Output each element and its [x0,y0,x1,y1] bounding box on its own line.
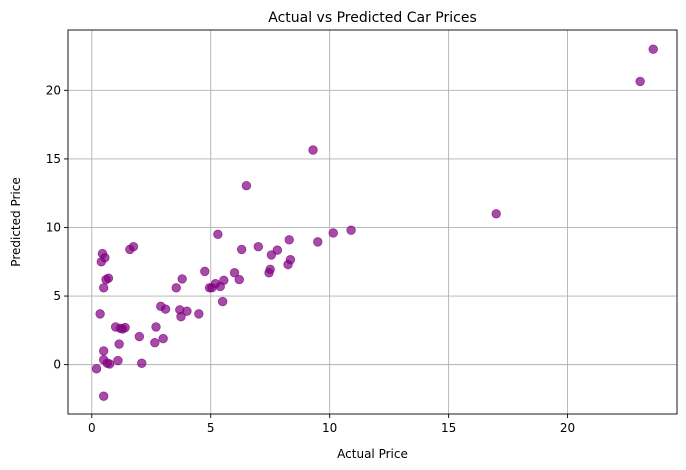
data-points [91,44,658,401]
scatter-point [200,266,210,277]
scatter-point [219,275,229,285]
scatter-point [98,346,109,356]
scatter-point [128,241,139,252]
y-tick-label: 10 [46,220,61,234]
scatter-point [648,44,658,54]
scatter-point [213,229,223,240]
y-tick-label: 15 [46,152,61,166]
scatter-point [236,244,247,255]
scatter-point [114,339,124,349]
plot-frame [67,29,678,415]
scatter-point [100,252,110,263]
scatter-point [177,274,187,284]
chart-title: Actual vs Predicted Car Prices [268,10,477,26]
x-axis-label: Actual Price [337,447,408,461]
scatter-point [113,355,123,366]
y-axis-label: Predicted Price [9,177,23,266]
scatter-point [95,309,105,319]
scatter-point [313,237,323,247]
scatter-point [241,180,252,191]
y-tick-label: 5 [53,289,61,303]
scatter-point [176,311,186,322]
scatter-point [120,322,130,333]
scatter-point [103,273,114,283]
scatter-point [265,264,275,275]
scatter-point [272,245,283,255]
axis-ticks: 0 5 10 15 20 0 5 10 15 20 [46,83,575,435]
x-tick-label: 5 [207,421,215,435]
scatter-point [229,268,240,278]
x-tick-label: 15 [441,421,456,435]
scatter-point [171,283,181,293]
scatter-point [182,306,192,316]
x-tick-label: 10 [322,421,337,435]
scatter-point [308,145,318,155]
scatter-point [491,209,501,219]
scatter-point [104,359,115,369]
scatter-point [253,241,264,252]
x-tick-label: 20 [560,421,575,435]
scatter-point [137,358,147,368]
y-tick-label: 20 [46,83,61,97]
scatter-point [234,274,244,285]
scatter-point [134,331,145,342]
scatter-point [194,309,204,319]
scatter-point [150,337,160,348]
scatter-point [285,255,296,265]
scatter-point [217,296,228,307]
scatter-point [346,225,356,235]
scatter-point [158,333,168,344]
scatter-point [160,304,171,314]
scatter-point [284,235,294,245]
scatter-point [635,76,645,87]
scatter-point [91,364,102,374]
grid-lines [68,30,677,414]
scatter-point [98,283,109,293]
scatter-point [151,322,161,332]
scatter-point [98,391,109,401]
y-tick-label: 0 [53,358,61,372]
x-tick-label: 0 [88,421,96,435]
scatter-point [328,228,338,238]
